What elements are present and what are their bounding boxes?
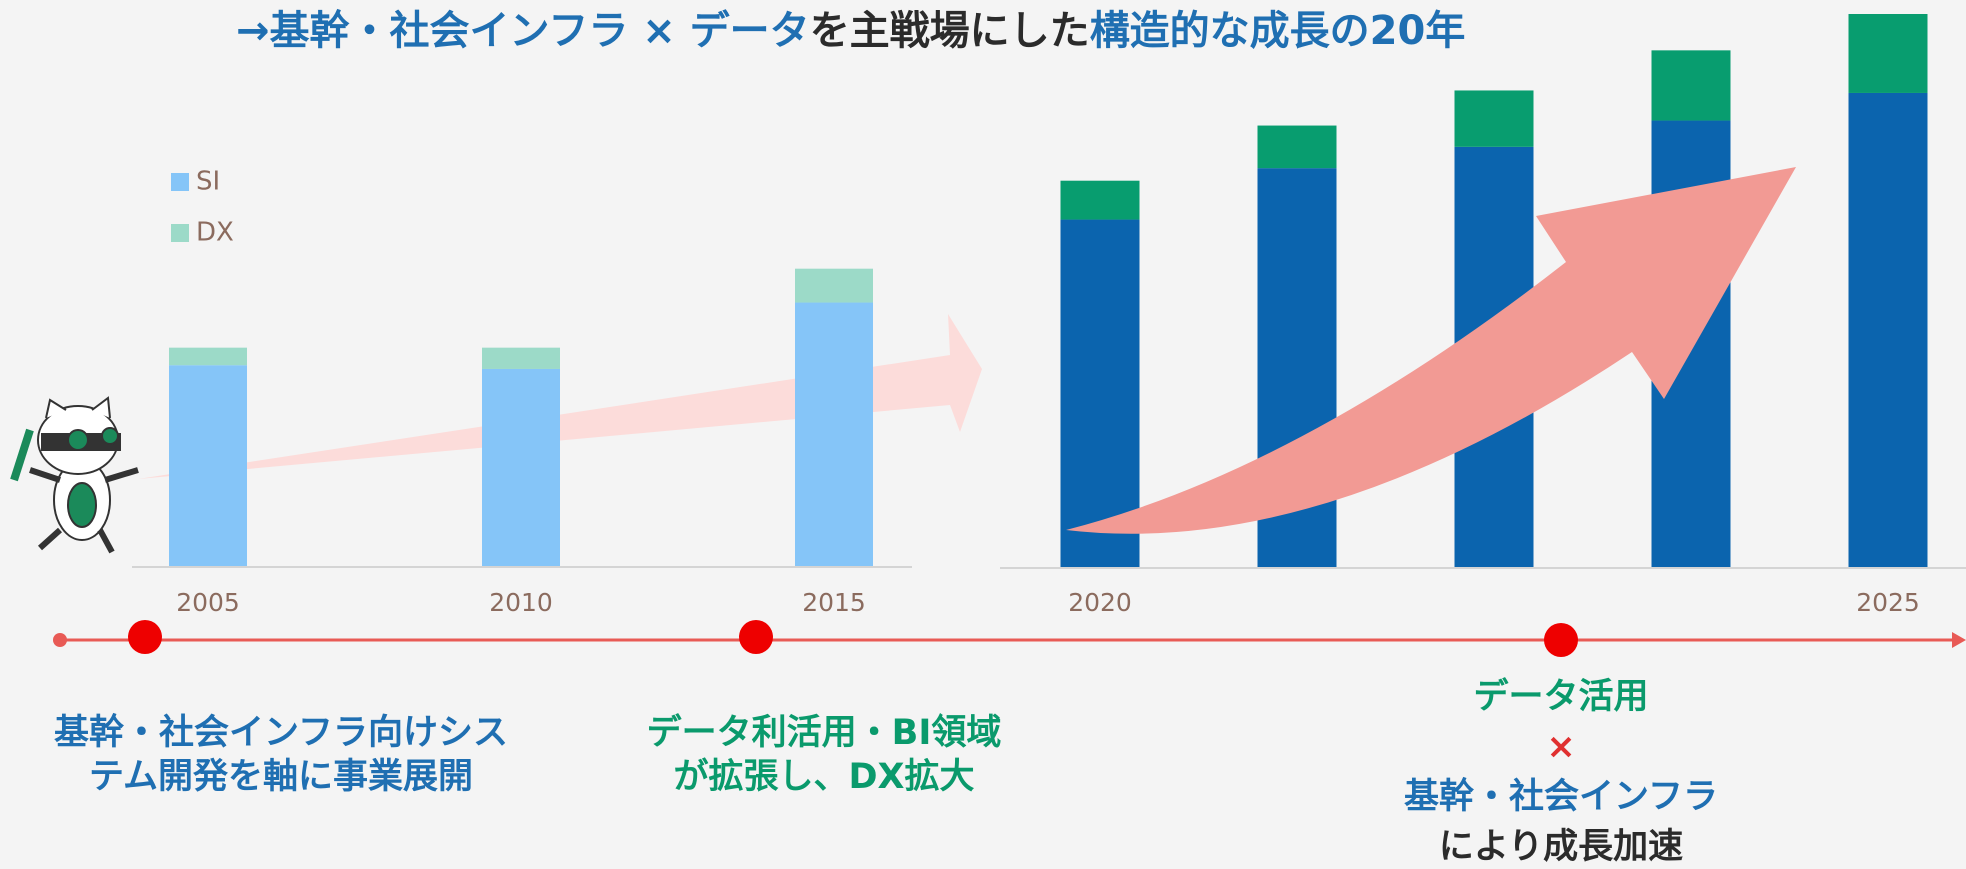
bar-segment xyxy=(795,303,873,567)
timeline-start xyxy=(53,633,67,647)
x-tick-label: 2025 xyxy=(1856,588,1920,617)
annotation-line: 基幹・社会インフラ xyxy=(1404,776,1718,817)
x-tick-label: 2020 xyxy=(1068,588,1132,617)
timeline-dot xyxy=(739,620,773,654)
annotation-line: データ利活用・BI領域 xyxy=(647,712,1002,753)
x-tick-label: 2005 xyxy=(176,588,240,617)
legend-label: DX xyxy=(196,218,234,248)
timeline-dot xyxy=(128,620,162,654)
bar-segment xyxy=(169,365,247,567)
legend-swatch xyxy=(171,173,189,191)
bar-segment xyxy=(482,348,560,369)
x-tick-label: 2010 xyxy=(489,588,553,617)
timeline-arrowhead xyxy=(1952,632,1966,648)
bar-segment xyxy=(1455,90,1534,146)
annotation-line: 基幹・社会インフラ向けシス xyxy=(54,712,508,753)
page: →基幹・社会インフラ × データを主戦場にした構造的な成長の20年 2005 201… xyxy=(0,0,1966,869)
bar-segment xyxy=(1849,14,1928,93)
legend-label: SI xyxy=(196,167,220,197)
bar-segment xyxy=(1061,181,1140,220)
title-part: →基幹・社会インフラ × データ xyxy=(236,8,810,54)
legend-swatch xyxy=(171,224,189,242)
annotation-line: データ活用 xyxy=(1473,676,1648,717)
x-tick-label: 2015 xyxy=(802,588,866,617)
bar-segment xyxy=(482,369,560,567)
title-part: 構造的な成長の20年 xyxy=(1090,8,1466,54)
annotation-line: が拡張し、DX拡大 xyxy=(673,757,974,797)
chart-title: →基幹・社会インフラ × データを主戦場にした構造的な成長の20年 xyxy=(236,8,1465,54)
title-part: を主戦場にした xyxy=(810,8,1090,54)
bar-segment xyxy=(1258,126,1337,169)
bar-segment xyxy=(1652,50,1731,120)
annotation-line: × xyxy=(1546,727,1575,767)
mascot xyxy=(14,398,138,552)
annotation-line: により成長加速 xyxy=(1439,827,1683,867)
bar-segment xyxy=(169,348,247,366)
bar-segment xyxy=(795,269,873,303)
timeline-dot xyxy=(1544,623,1578,657)
bar-segment xyxy=(1849,93,1928,568)
annotation-line: テム開発を軸に事業展開 xyxy=(89,757,473,797)
